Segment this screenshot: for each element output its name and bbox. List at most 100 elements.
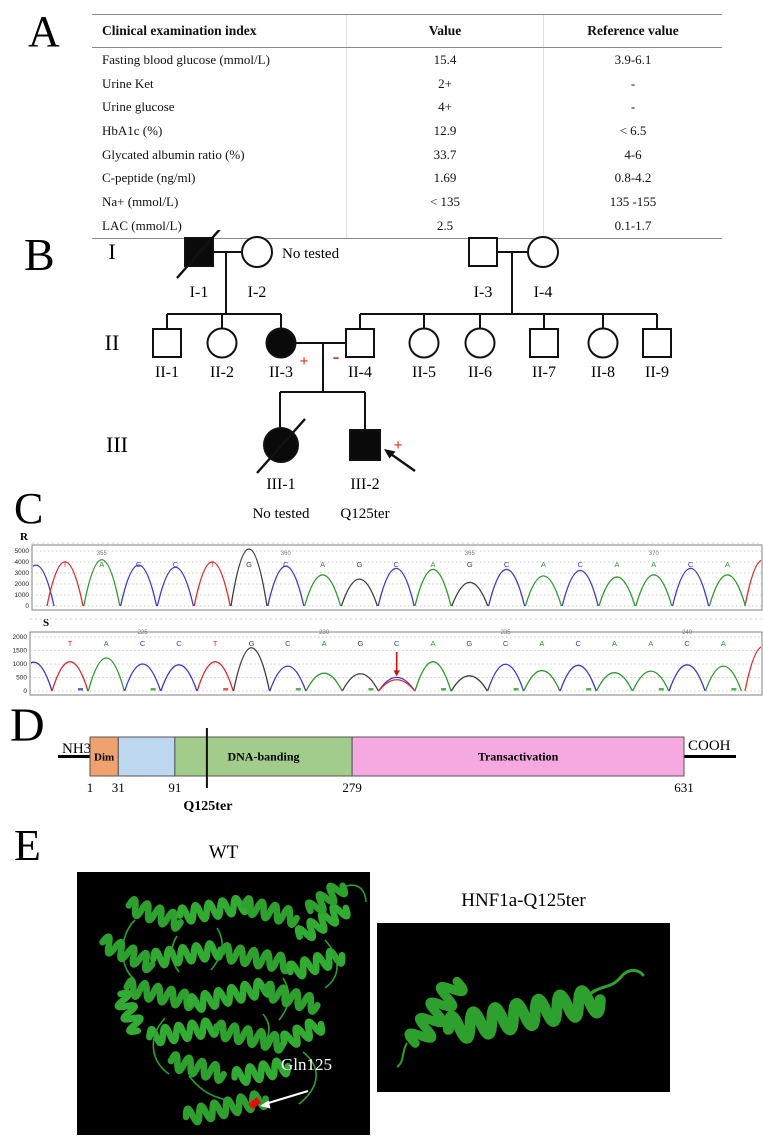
helix-ribbon — [99, 933, 156, 974]
base-call: C — [283, 560, 289, 569]
generation-label: III — [106, 432, 128, 457]
clinical-table: Clinical examination index Value Reference… — [92, 15, 722, 238]
peak-A — [87, 657, 125, 692]
residue-label: Gln125 — [281, 1055, 332, 1074]
n-terminal-tail — [396, 1042, 408, 1068]
baseline-noise — [78, 688, 83, 691]
peak-T — [193, 561, 231, 607]
baseline-noise — [223, 688, 229, 691]
helix-ribbon — [146, 1017, 220, 1047]
base-call: C — [393, 560, 399, 569]
peak-A — [305, 672, 343, 692]
base-call: A — [721, 639, 726, 648]
individual-note: No tested — [252, 506, 310, 522]
individual-label: II-4 — [348, 364, 372, 381]
helix-ribbon — [231, 1057, 292, 1086]
base-call: A — [320, 560, 325, 569]
peak-C — [671, 568, 710, 607]
position-label: 355 — [97, 551, 108, 557]
individual-label: III-2 — [350, 476, 379, 493]
peak-A — [524, 575, 563, 607]
pedigree-individual-II-8 — [587, 327, 619, 359]
position-label: 365 — [465, 551, 476, 557]
c-terminus-label: COOH — [688, 738, 731, 754]
base-call: T — [213, 639, 218, 648]
peak-A — [632, 670, 670, 692]
position-label: 230 — [319, 630, 330, 636]
genotype-mark: + — [299, 353, 308, 370]
table-cell: < 6.5 — [543, 119, 722, 143]
position-label: 370 — [649, 551, 660, 557]
individual-label: II-2 — [210, 364, 234, 381]
helix-ribbon — [304, 882, 349, 915]
n-terminus-label: NH3 — [62, 741, 91, 757]
individual-label: II-6 — [468, 364, 492, 381]
peak-C — [561, 570, 599, 607]
pedigree-individual-II-2 — [206, 327, 238, 359]
peak-A — [635, 574, 673, 607]
individual-label: II-8 — [591, 364, 615, 381]
helix-ribbon — [286, 947, 346, 980]
mutation-marker-label: Q125ter — [183, 799, 232, 814]
baseline-noise — [658, 688, 664, 691]
table-row: Glycated albumin ratio (%) 33.7 4-6 — [92, 142, 722, 167]
scale-number: 279 — [342, 780, 362, 795]
table-row: C-peptide (ng/ml) 1.69 0.8-4.2 — [92, 166, 722, 191]
trace-label: R — [20, 531, 29, 543]
base-call: G — [466, 639, 472, 648]
loop-ribbon — [188, 1075, 228, 1101]
base-call: C — [503, 639, 509, 648]
base-call: A — [322, 639, 327, 648]
pedigree-individual-II-1 — [152, 328, 182, 358]
table-cell: 2+ — [346, 71, 544, 96]
baseline-noise — [441, 688, 446, 691]
table-cell: Fasting blood glucose (mmol/L) — [102, 51, 270, 67]
table-cell: 135 -155 — [543, 190, 722, 214]
baseline-noise — [150, 688, 156, 691]
peak-C — [119, 564, 158, 607]
base-call: T — [63, 560, 68, 569]
domain-segment-label: Dim — [94, 752, 114, 764]
helix-ribbon — [114, 989, 144, 1035]
base-call: C — [285, 639, 291, 648]
mutant-structure-image — [377, 923, 670, 1092]
table-cell: HbA1c (%) — [102, 122, 163, 138]
base-call: A — [612, 639, 617, 648]
base-call: A — [725, 560, 730, 569]
table-cell: LAC (mmol/L) — [102, 217, 182, 233]
table-cell: Glycated albumin ratio (%) — [102, 146, 245, 162]
table-row: Na+ (mmol/L) < 135 135 -155 — [92, 190, 722, 214]
c-terminal-tail — [583, 968, 645, 1001]
peak-G — [450, 675, 488, 692]
position-label: 240 — [682, 630, 693, 636]
y-tick-label: 2000 — [15, 581, 30, 588]
base-call: C — [394, 639, 400, 648]
table-cell: Urine glucose — [102, 99, 175, 115]
individual-label: II-9 — [645, 364, 669, 381]
y-tick-label: 1000 — [15, 592, 30, 599]
residue-arrowhead — [260, 1100, 271, 1109]
loop-ribbon — [338, 884, 367, 903]
baseline-noise — [368, 688, 374, 691]
individual-label: I-2 — [248, 284, 267, 301]
individual-label: I-4 — [534, 284, 553, 301]
scale-number: 31 — [112, 780, 125, 795]
individual-note: Q125ter — [340, 506, 389, 522]
domain-segment-label: Transactivation — [478, 750, 559, 764]
helix-ribbon — [219, 942, 293, 975]
peak-A — [595, 672, 634, 692]
base-call: A — [539, 639, 544, 648]
helix-ribbon — [182, 1090, 269, 1126]
table-cell: Urine Ket — [102, 75, 154, 91]
table-cell: Na+ (mmol/L) — [102, 193, 179, 209]
base-call: C — [504, 560, 510, 569]
base-call: C — [684, 639, 690, 648]
base-call: G — [246, 560, 252, 569]
individual-label: II-7 — [532, 364, 556, 381]
helix-ribbon — [167, 1051, 227, 1084]
y-tick-label: 0 — [23, 688, 27, 695]
mutant-structure-title: HNF1a-Q125ter — [461, 890, 586, 911]
panel-b-label: B — [24, 229, 55, 280]
baseline-noise — [295, 688, 301, 691]
